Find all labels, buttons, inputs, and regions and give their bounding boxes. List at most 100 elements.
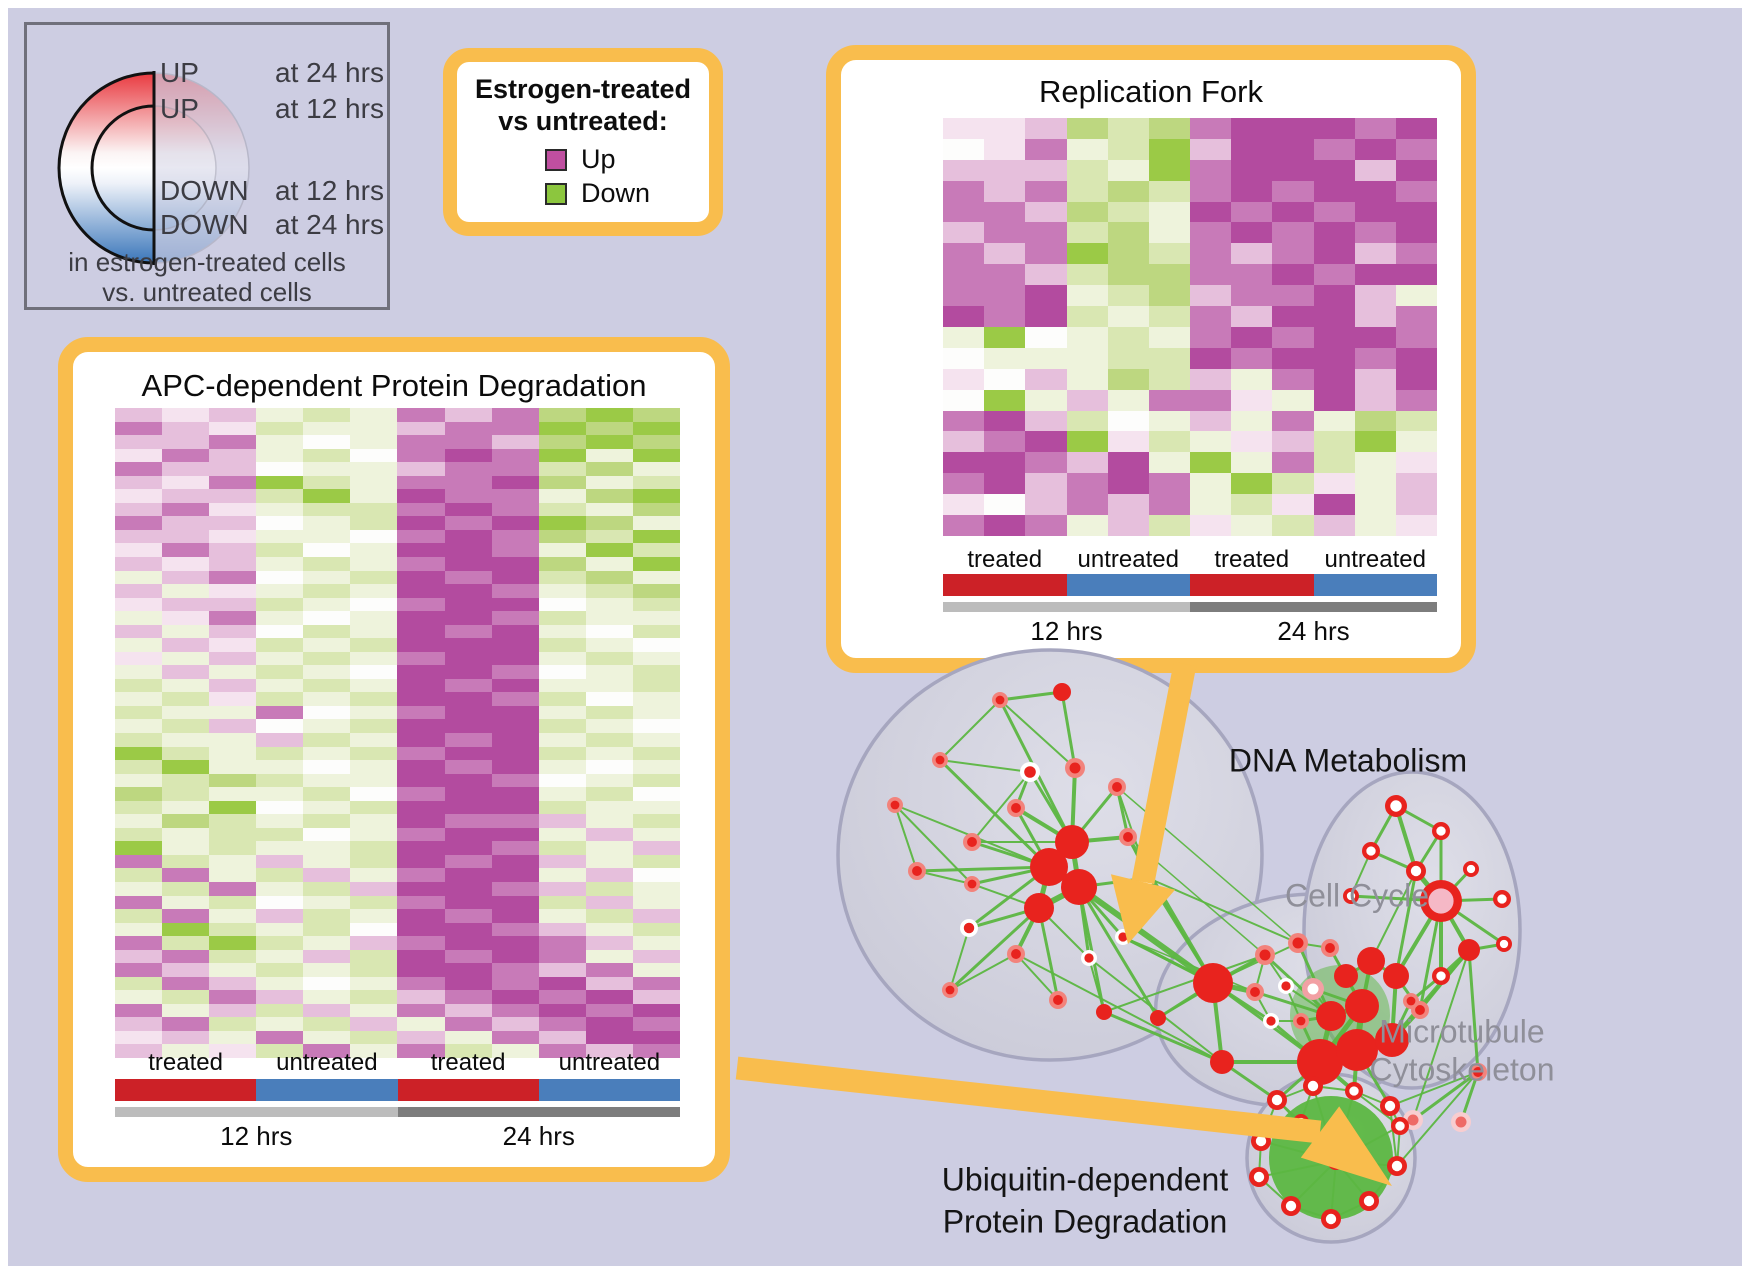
heatmap-cell (444, 475, 492, 490)
heatmap-cell (585, 800, 633, 815)
heatmap-cell (256, 584, 304, 598)
heatmap-cell (209, 692, 257, 706)
heatmap-cell (1066, 222, 1108, 244)
dna-metabolism-label: DNA Metabolism (1228, 742, 1468, 779)
heatmap-cell (397, 529, 445, 544)
rep-group-label-untreated-12: untreated (1077, 546, 1179, 573)
heatmap-cell (632, 909, 680, 923)
heatmap-cell (350, 448, 398, 463)
heatmap-cell (162, 881, 210, 896)
heatmap-cell (350, 949, 398, 964)
heatmap-cell (1025, 515, 1067, 536)
heatmap-cell (350, 502, 398, 517)
heatmap-cell (538, 746, 586, 761)
heatmap-cell (1066, 431, 1108, 453)
heatmap-cell (303, 976, 351, 991)
heatmap-cell (444, 462, 492, 476)
heatmap-cell (162, 638, 210, 652)
heatmap-cell (350, 408, 398, 422)
heatmap-cell (115, 1017, 163, 1031)
heatmap-cell (397, 719, 445, 733)
heatmap-cell (162, 597, 210, 612)
heatmap-cell (1025, 118, 1067, 139)
heatmap-cell (1066, 159, 1108, 181)
heatmap-cell (303, 556, 351, 571)
heatmap-cell (1231, 431, 1273, 453)
heatmap-cell (350, 556, 398, 571)
treated-bar (943, 574, 1067, 596)
heatmap-cell (632, 895, 680, 910)
heatmap-cell (209, 665, 257, 679)
heatmap-cell (538, 543, 586, 557)
heatmap-cell (1148, 368, 1190, 390)
heatmap-cell (162, 543, 210, 557)
heatmap-cell (115, 1003, 163, 1018)
heatmap-cell (1272, 264, 1314, 286)
rep-24hrs-label: 24 hrs (1277, 616, 1350, 646)
heatmap-cell (538, 611, 586, 625)
heatmap-cell (1231, 201, 1273, 223)
apc-group-label-untreated-24: untreated (558, 1049, 661, 1076)
heatmap-cell (444, 895, 492, 910)
treated-bar (1190, 574, 1314, 596)
heatmap-cell (303, 408, 351, 422)
heatmap-cell (256, 665, 304, 679)
heatmap-cell (1025, 389, 1067, 411)
heatmap-cell (115, 502, 163, 517)
heatmap-cell (162, 814, 210, 828)
heatmap-cell (585, 719, 633, 733)
heatmap-cell (984, 222, 1026, 244)
heatmap-cell (1354, 431, 1396, 453)
heatmap-cell (585, 570, 633, 585)
heatmap-cell (303, 529, 351, 544)
heatmap-cell (491, 990, 539, 1004)
heatmap-cell (1066, 368, 1108, 390)
heatmap-cell (1025, 431, 1067, 453)
heatmap-cell (256, 516, 304, 530)
heatmap-cell (444, 665, 492, 679)
heatmap-cell (1395, 410, 1437, 432)
heatmap-cell (538, 651, 586, 666)
heatmap-cell (943, 452, 985, 474)
heatmap-cell (162, 611, 210, 625)
heatmap-cell (491, 421, 539, 436)
heatmap-cell (1313, 452, 1355, 474)
heatmap-cell (256, 556, 304, 571)
heatmap-cell (538, 773, 586, 788)
heatmap-cell (491, 814, 539, 828)
heatmap-cell (1395, 222, 1437, 244)
heatmap-cell (115, 408, 163, 422)
heatmap-cell (585, 1017, 633, 1031)
heatmap-cell (444, 651, 492, 666)
heatmap-cell (350, 1030, 398, 1045)
heatmap-cell (444, 760, 492, 774)
heatmap-cell (491, 611, 539, 625)
heatmap-cell (1231, 368, 1273, 390)
heatmap-cell (1025, 494, 1067, 516)
heatmap-cell (115, 421, 163, 436)
heatmap-cell (1272, 389, 1314, 411)
heatmap-cell (209, 1030, 257, 1045)
heatmap-cell (1190, 243, 1232, 265)
heatmap-cell (303, 543, 351, 557)
heatmap-cell (1395, 347, 1437, 369)
heatmap-cell (1231, 494, 1273, 516)
heatmap-cell (538, 990, 586, 1004)
heatmap-cell (538, 435, 586, 449)
heatmap-cell (491, 1003, 539, 1018)
heatmap-cell (256, 936, 304, 950)
heatmap-cell (350, 678, 398, 693)
heatmap-cell (491, 448, 539, 463)
heatmap-cell (1066, 389, 1108, 411)
heatmap-cell (256, 854, 304, 869)
heatmap-cell (303, 814, 351, 828)
legend-item-down: Down (545, 178, 650, 209)
heatmap-cell (256, 827, 304, 842)
heatmap-cell (162, 990, 210, 1004)
heatmap-cell (1354, 494, 1396, 516)
heatmap-cell (491, 868, 539, 882)
heatmap-cell (303, 909, 351, 923)
rep-group-label-treated-24: treated (1214, 546, 1290, 573)
heatmap-cell (444, 936, 492, 950)
heatmap-cell (585, 435, 633, 449)
